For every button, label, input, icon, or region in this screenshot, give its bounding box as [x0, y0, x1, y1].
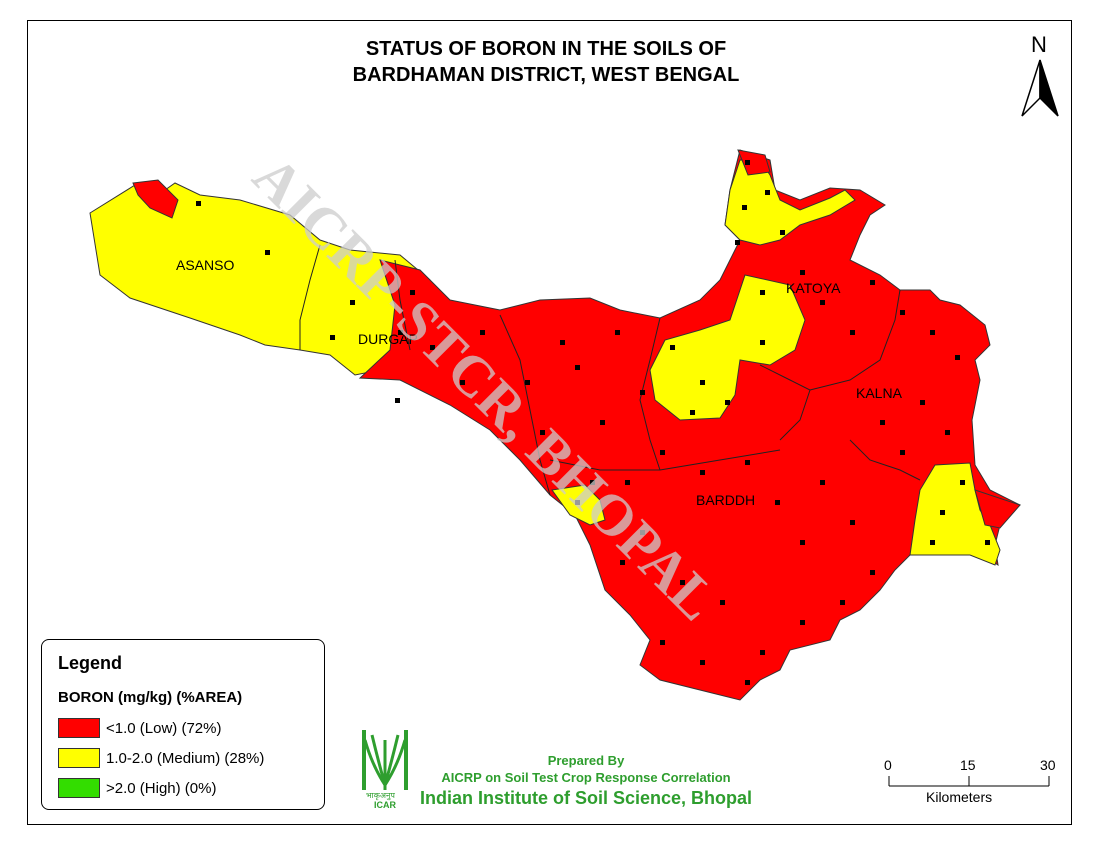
scale-bar [888, 776, 1050, 787]
legend-label-low: <1.0 (Low) (72%) [106, 719, 222, 737]
icar-logo-text-bottom: ICAR [374, 800, 396, 810]
block-boundaries [299, 244, 921, 496]
legend-subtitle: BORON (mg/kg) (%AREA) [58, 689, 243, 706]
legend-swatch-low [58, 718, 100, 738]
zone-low-nw-pocket [132, 179, 179, 219]
legend-title: Legend [58, 653, 123, 673]
credits-aicrp: AICRP on Soil Test Crop Response Correla… [441, 770, 731, 785]
scale-tick-15: 15 [960, 757, 976, 773]
map-frame [27, 20, 1072, 825]
legend-item-high: >2.0 (High) (0%) [58, 776, 216, 800]
legend-label-medium: 1.0-2.0 (Medium) (28%) [106, 749, 265, 767]
map-title-line-1: STATUS OF BORON IN THE SOILS OF [365, 38, 727, 60]
zone-low-east-pocket [974, 489, 1021, 529]
scale-unit: Kilometers [926, 789, 993, 805]
boron-map: ASANSO DURGAP KATOYA KALNA BARDDH AICRP-… [89, 143, 1021, 701]
credits-prepared-by: Prepared By [547, 753, 625, 768]
legend-swatch-medium [58, 748, 100, 768]
sample-points [196, 160, 990, 685]
map-title: STATUS OF BORON IN THE SOILS OF BARDHAMA… [0, 36, 1092, 88]
north-arrow-icon [1021, 59, 1059, 117]
district-label-asanso: ASANSO [176, 257, 234, 273]
district-label-kalna: KALNA [856, 385, 903, 401]
legend-swatch-high [58, 778, 100, 798]
credits-institute: Indian Institute of Soil Science, Bhopal [419, 788, 753, 808]
legend: Legend BORON (mg/kg) (%AREA) <1.0 (Low) … [41, 639, 325, 810]
map-title-line-2: BARDHAMAN DISTRICT, WEST BENGAL [352, 64, 740, 86]
north-label: N [1031, 32, 1047, 57]
scale-tick-0: 0 [884, 757, 892, 773]
district-label-katoya: KATOYA [786, 280, 841, 296]
icar-logo-icon: भाकृअनुप ICAR [362, 730, 408, 810]
icar-logo-text-top: भाकृअनुप [366, 791, 395, 801]
district-label-barddh: BARDDH [696, 492, 755, 508]
zone-medium-central [649, 274, 806, 421]
district-label-durgap: DURGAP [358, 331, 418, 347]
legend-label-high: >2.0 (High) (0%) [106, 779, 217, 797]
scale-tick-30: 30 [1040, 757, 1056, 773]
zone-low-north-pocket [737, 149, 771, 176]
legend-item-low: <1.0 (Low) (72%) [58, 716, 221, 740]
legend-item-medium: 1.0-2.0 (Medium) (28%) [58, 746, 264, 770]
